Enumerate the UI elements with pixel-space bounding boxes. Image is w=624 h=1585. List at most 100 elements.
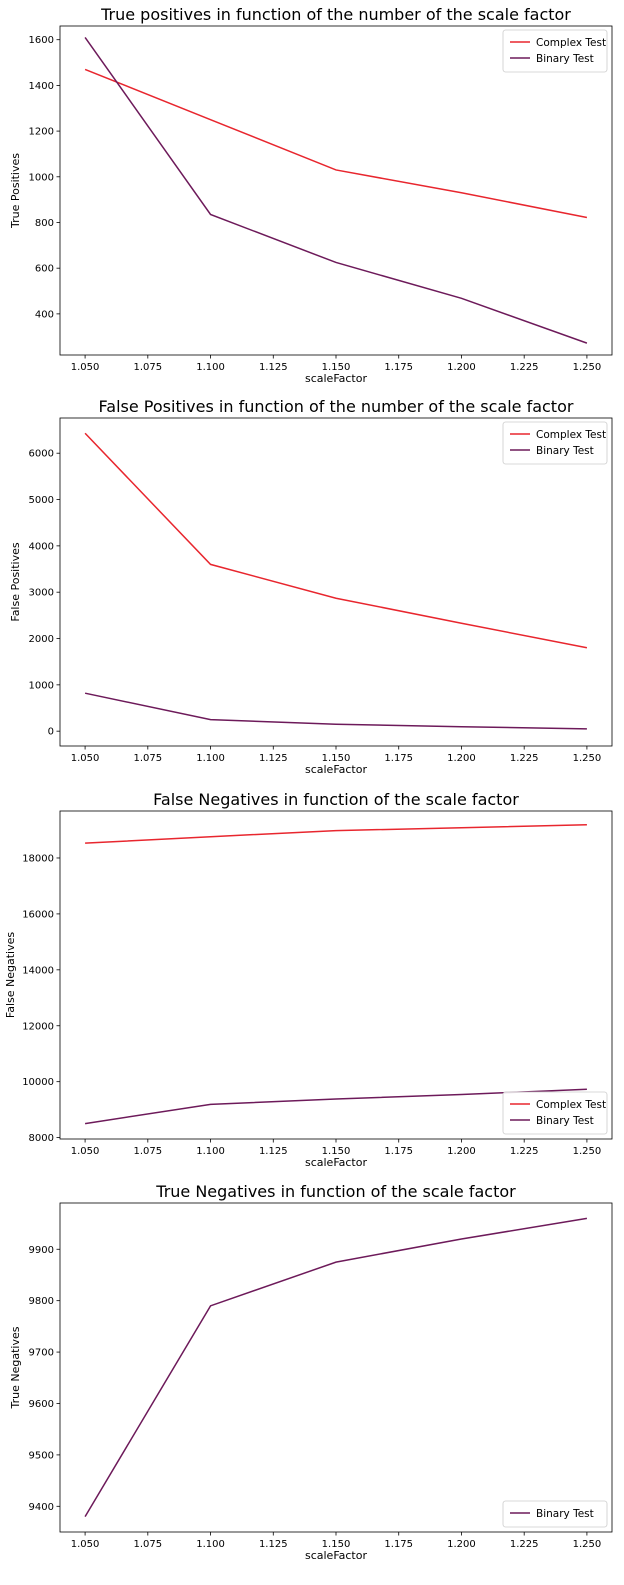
y-tick-label: 9400 [29, 1502, 54, 1513]
legend-entry: Binary Test [536, 445, 594, 457]
x-tick-label: 1.225 [510, 1146, 539, 1157]
y-tick-label: 600 [35, 264, 54, 275]
y-tick-label: 8000 [29, 1133, 54, 1144]
x-tick-label: 1.250 [573, 362, 602, 373]
y-tick-label: 1200 [29, 127, 54, 138]
x-tick-label: 1.125 [259, 753, 288, 764]
x-tick-label: 1.125 [259, 362, 288, 373]
y-tick-label: 9600 [29, 1399, 54, 1410]
x-tick-label: 1.075 [133, 362, 162, 373]
y-tick-label: 1000 [29, 172, 54, 183]
legend-box [502, 421, 608, 465]
x-tick-label: 1.150 [322, 1146, 351, 1157]
chart-1: True positives in function of the number… [9, 5, 613, 385]
x-tick-label: 1.200 [447, 1146, 476, 1157]
plot-frame [59, 25, 613, 356]
series-line-complex-test [85, 823, 587, 844]
y-axis-label: True Positives [9, 153, 22, 229]
series-line-binary-test [84, 1217, 588, 1517]
y-tick-label: 10000 [22, 1077, 54, 1088]
y-tick-label: 0 [48, 727, 54, 738]
y-tick-label: 14000 [22, 965, 54, 976]
legend-box [502, 29, 608, 73]
series-line-complex-test [84, 68, 588, 219]
y-tick-label: 9700 [29, 1348, 54, 1359]
y-tick-label: 18000 [22, 853, 54, 864]
x-tick-label: 1.200 [447, 753, 476, 764]
chart-title: True positives in function of the number… [100, 5, 571, 24]
series-line-complex-test [84, 432, 588, 649]
y-tick-label: 16000 [22, 909, 54, 920]
y-tick-label: 9500 [29, 1450, 54, 1461]
x-tick-label: 1.050 [71, 753, 100, 764]
legend-entry: Binary Test [536, 1115, 594, 1127]
x-tick-label: 1.050 [71, 362, 100, 373]
x-tick-label: 1.225 [510, 1539, 539, 1550]
x-tick-label: 1.150 [322, 1539, 351, 1550]
x-tick-label: 1.225 [510, 753, 539, 764]
plot-frame [59, 810, 613, 1140]
y-axis-label: False Positives [9, 542, 22, 622]
x-tick-label: 1.050 [71, 1539, 100, 1550]
x-tick-label: 1.125 [259, 1539, 288, 1550]
y-tick-label: 1000 [29, 680, 54, 691]
y-tick-label: 9800 [29, 1296, 54, 1307]
x-tick-label: 1.100 [196, 753, 225, 764]
y-tick-label: 800 [35, 218, 54, 229]
x-tick-label: 1.100 [196, 1539, 225, 1550]
plot-frame [59, 1202, 613, 1533]
x-tick-label: 1.100 [196, 1146, 225, 1157]
x-tick-label: 1.075 [133, 1146, 162, 1157]
y-axis-label: False Negatives [4, 932, 17, 1018]
x-tick-label: 1.250 [573, 753, 602, 764]
x-tick-label: 1.100 [196, 362, 225, 373]
x-tick-label: 1.075 [133, 753, 162, 764]
y-tick-label: 4000 [29, 541, 54, 552]
y-tick-label: 2000 [29, 634, 54, 645]
legend: Complex Test Binary Test [502, 29, 608, 73]
x-tick-label: 1.175 [384, 1539, 413, 1550]
y-tick-label: 5000 [29, 495, 54, 506]
x-axis-label: scaleFactor [305, 1156, 367, 1169]
legend-entry: Binary Test [536, 1508, 594, 1520]
y-tick-label: 6000 [29, 449, 54, 460]
x-tick-label: 1.200 [447, 362, 476, 373]
x-tick-label: 1.200 [447, 1539, 476, 1550]
legend: Complex Test Binary Test [502, 421, 608, 465]
x-tick-label: 1.150 [322, 753, 351, 764]
x-tick-label: 1.075 [133, 1539, 162, 1550]
x-tick-label: 1.050 [71, 1146, 100, 1157]
legend: Complex Test Binary Test [502, 1091, 608, 1135]
x-tick-label: 1.150 [322, 362, 351, 373]
y-tick-label: 400 [35, 309, 54, 320]
chart-title: True Negatives in function of the scale … [155, 1182, 516, 1201]
x-axis-label: scaleFactor [305, 1549, 367, 1562]
chart-2: False Positives in function of the numbe… [9, 397, 613, 776]
y-tick-label: 1400 [29, 81, 54, 92]
legend-entry: Complex Test [536, 429, 606, 441]
y-tick-label: 12000 [22, 1021, 54, 1032]
y-tick-label: 3000 [29, 588, 54, 599]
y-tick-label: 9900 [29, 1245, 54, 1256]
legend-entry: Complex Test [536, 1099, 606, 1111]
chart-title: False Negatives in function of the scale… [153, 790, 519, 809]
x-tick-label: 1.175 [384, 753, 413, 764]
x-tick-label: 1.175 [384, 1146, 413, 1157]
x-tick-label: 1.225 [510, 362, 539, 373]
chart-3: False Negatives in function of the scale… [4, 790, 613, 1169]
x-axis-label: scaleFactor [305, 763, 367, 776]
x-tick-label: 1.250 [573, 1539, 602, 1550]
legend-entry: Complex Test [536, 37, 606, 49]
x-tick-label: 1.175 [384, 362, 413, 373]
legend-box [502, 1500, 608, 1528]
legend-box [502, 1091, 608, 1135]
legend-entry: Binary Test [536, 53, 594, 65]
legend: Binary Test [502, 1500, 608, 1528]
series-line-binary-test [84, 692, 587, 730]
x-axis-label: scaleFactor [305, 372, 367, 385]
plot-frame [59, 417, 613, 747]
chart-title: False Positives in function of the numbe… [99, 397, 574, 416]
x-tick-label: 1.250 [573, 1146, 602, 1157]
y-tick-label: 1600 [29, 35, 54, 46]
